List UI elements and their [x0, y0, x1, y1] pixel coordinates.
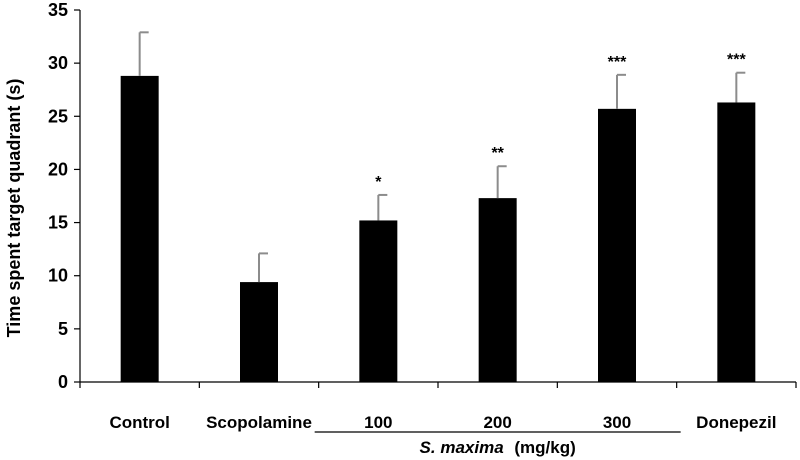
- y-tick-label: 30: [48, 53, 68, 73]
- y-tick-label: 15: [48, 213, 68, 233]
- x-axis: [79, 381, 797, 388]
- y-tick-label: 5: [58, 319, 68, 339]
- dose-group-species: S. maxima: [420, 438, 504, 457]
- bar: [359, 220, 398, 382]
- bar: [120, 75, 159, 382]
- y-axis-label: Time spent target quadrant (s): [4, 79, 24, 338]
- significance-mark: *: [375, 174, 382, 191]
- category-label: 300: [603, 413, 631, 432]
- category-label: Scopolamine: [206, 413, 312, 432]
- dose-group-label: S. maxima (mg/kg): [420, 438, 576, 457]
- bar: [478, 198, 517, 382]
- category-label: 100: [364, 413, 392, 432]
- category-labels: Control Scopolamine 100 200 300 Donepezil: [109, 413, 776, 432]
- bar: [240, 282, 278, 382]
- y-tick-label: 25: [48, 106, 68, 126]
- y-tick-label: 0: [58, 372, 68, 392]
- significance-mark: **: [491, 145, 504, 162]
- y-axis: 0 5 10 15 20 25 30 35: [48, 0, 81, 392]
- significance-mark: ***: [727, 52, 746, 69]
- category-label: 200: [483, 413, 511, 432]
- dose-group-annotation: S. maxima (mg/kg): [314, 431, 681, 457]
- y-tick-label: 20: [48, 159, 68, 179]
- y-tick-label: 10: [48, 266, 68, 286]
- significance-mark: ***: [608, 54, 627, 71]
- bars: ****** ***: [120, 31, 756, 383]
- dose-group-unit: (mg/kg): [514, 438, 575, 457]
- bar: [717, 102, 756, 383]
- y-tick-label: 35: [48, 0, 68, 20]
- category-label: Control: [109, 413, 169, 432]
- category-label: Donepezil: [696, 413, 776, 432]
- bar: [598, 108, 636, 383]
